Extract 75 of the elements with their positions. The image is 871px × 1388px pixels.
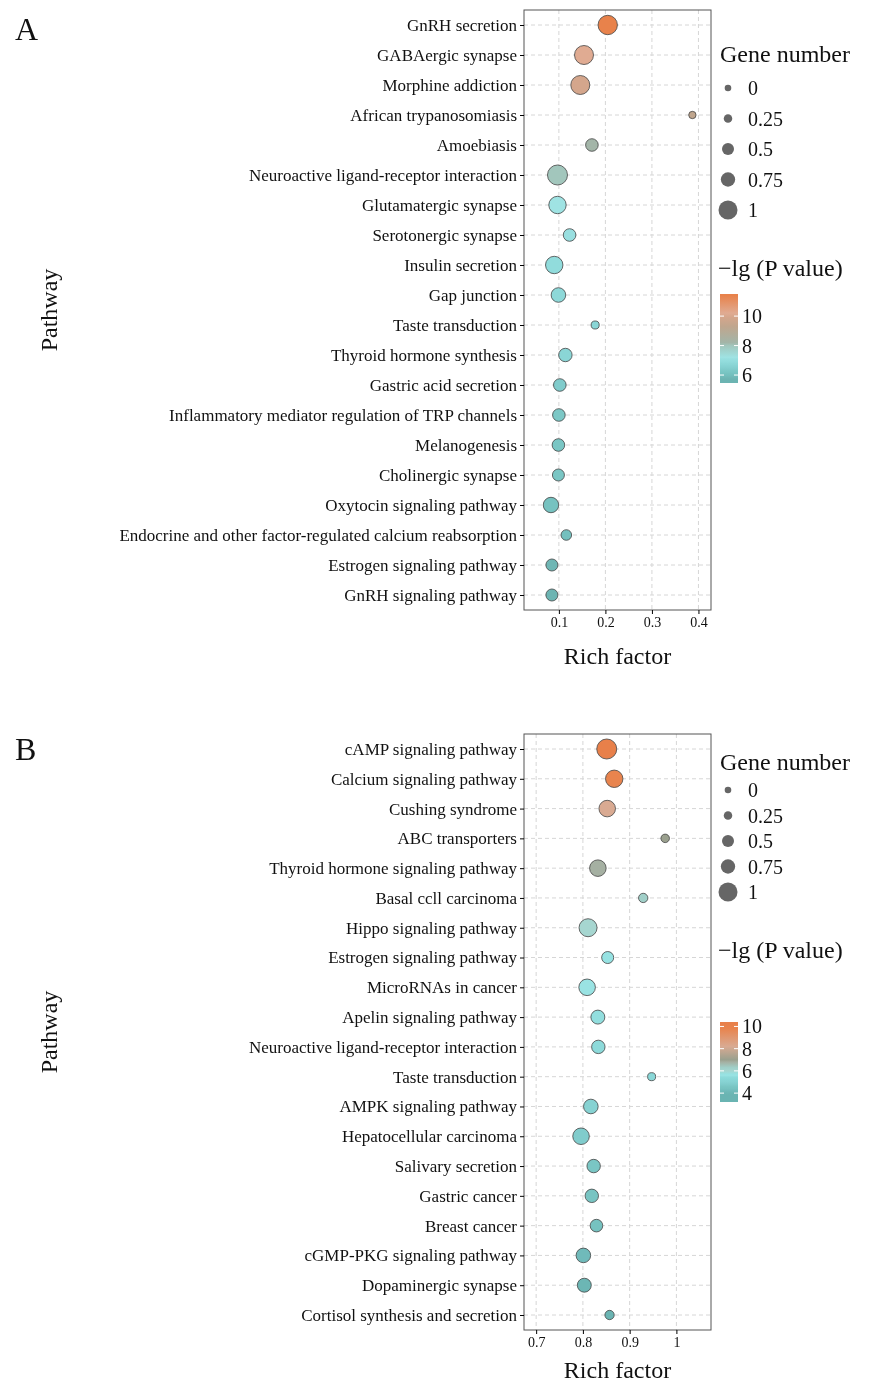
color-bar-label: 6	[742, 1059, 752, 1082]
y-axis-title: Pathway	[36, 268, 62, 352]
y-tick-label: Thyroid hormone synthesis	[330, 345, 517, 365]
y-tick-label: MicroRNAs in cancer	[366, 978, 518, 998]
y-tick-label: ABC transporters	[397, 829, 517, 849]
color-bar-label: 10	[742, 1015, 762, 1038]
y-tick-label: Breast cancer	[424, 1216, 518, 1236]
legend-label: 1	[748, 199, 758, 221]
y-tick-label: Amoebiasis	[436, 135, 517, 155]
y-tick-label: Insulin secretion	[404, 255, 518, 275]
y-axis-title: Pathway	[36, 990, 62, 1074]
y-tick-label: cGMP-PKG signaling pathway	[304, 1246, 518, 1266]
x-tick-label: 0.1	[550, 614, 569, 630]
color-bar-label: 6	[742, 364, 752, 387]
legend-title: Gene number	[720, 749, 850, 775]
y-tick-label: Neuroactive ligand-receptor interaction	[248, 165, 518, 185]
legend-label: 0.25	[748, 107, 783, 130]
y-tick-label: Gap junction	[428, 285, 518, 305]
y-tick-label: Calcium signaling pathway	[330, 769, 518, 789]
legend-label: 0	[748, 779, 758, 801]
x-tick-label: 0.2	[597, 614, 615, 630]
y-tick-label: Gastric cancer	[419, 1186, 518, 1206]
text: A	[15, 11, 39, 47]
color-bar-label: 8	[742, 1037, 752, 1060]
y-tick-label: Taste transduction	[393, 315, 518, 335]
y-tick-label: Gastric acid secretion	[369, 375, 518, 395]
legend-label: 0.75	[748, 168, 783, 191]
legend-title: Gene number	[720, 41, 850, 67]
color-bar-title: −lg (P value)	[718, 937, 843, 963]
y-tick-label: Melanogenesis	[415, 435, 517, 455]
y-tick-label: Hepatocellular carcinoma	[341, 1127, 518, 1147]
y-tick-label: Apelin signaling pathway	[342, 1008, 518, 1028]
legend-label: 0.5	[748, 830, 773, 852]
y-tick-label: Morphine addiction	[382, 75, 518, 95]
legend-label: 1	[748, 881, 758, 903]
y-tick-label: AMPK signaling pathway	[339, 1097, 518, 1117]
y-tick-label: GnRH signaling pathway	[344, 585, 518, 605]
y-tick-label: GnRH secretion	[406, 15, 518, 35]
y-tick-label: Hippo signaling pathway	[346, 918, 518, 938]
x-tick-label: 0.9	[621, 1334, 639, 1350]
x-tick-label: 0.4	[690, 614, 708, 630]
color-bar-label: 8	[742, 334, 752, 357]
legend-label: 0.5	[748, 138, 773, 160]
y-tick-label: Neuroactive ligand-receptor interaction	[248, 1037, 518, 1057]
y-tick-label: Endocrine and other factor-regulated calcium reabsorption	[119, 525, 518, 545]
color-bar-label: 4	[742, 1082, 752, 1105]
y-tick-label: Inflammatory mediator regulation of TRP channels	[169, 405, 517, 425]
y-tick-label: African trypanosomiasis	[350, 105, 517, 125]
text: B	[15, 731, 37, 767]
y-tick-label: Taste transduction	[393, 1067, 518, 1087]
y-tick-label: Cortisol synthesis and secretion	[301, 1305, 518, 1325]
legend-label: 0	[748, 77, 758, 99]
y-tick-label: Estrogen signaling pathway	[328, 555, 518, 575]
x-tick-label: 0.7	[527, 1334, 546, 1350]
y-tick-label: cAMP signaling pathway	[344, 739, 518, 759]
y-tick-label: Cushing syndrome	[389, 799, 517, 819]
y-tick-label: Salivary secretion	[394, 1156, 518, 1176]
x-tick-label: 1	[673, 1334, 681, 1350]
y-tick-label: Dopaminergic synapse	[361, 1276, 517, 1296]
y-tick-label: Thyroid hormone signaling pathway	[269, 859, 518, 879]
y-tick-label: Basal ccll carcinoma	[375, 888, 518, 908]
x-tick-label: 0.8	[574, 1334, 593, 1350]
y-tick-label: Oxytocin signaling pathway	[325, 495, 518, 515]
legend-label: 0.75	[748, 855, 783, 878]
y-tick-label: Glutamatergic synapse	[361, 195, 517, 215]
y-tick-label: Cholinergic synapse	[378, 465, 517, 485]
x-axis-title: Rich factor	[563, 643, 672, 669]
legend-label: 0.25	[748, 804, 783, 827]
x-tick-label: 0.3	[643, 614, 662, 630]
color-bar-title: −lg (P value)	[718, 255, 843, 281]
y-tick-label: GABAergic synapse	[377, 45, 517, 65]
color-bar-label: 10	[742, 305, 762, 328]
x-axis-title: Rich factor	[563, 1357, 672, 1383]
y-tick-label: Estrogen signaling pathway	[328, 948, 518, 968]
y-tick-label: Serotonergic synapse	[372, 225, 517, 245]
